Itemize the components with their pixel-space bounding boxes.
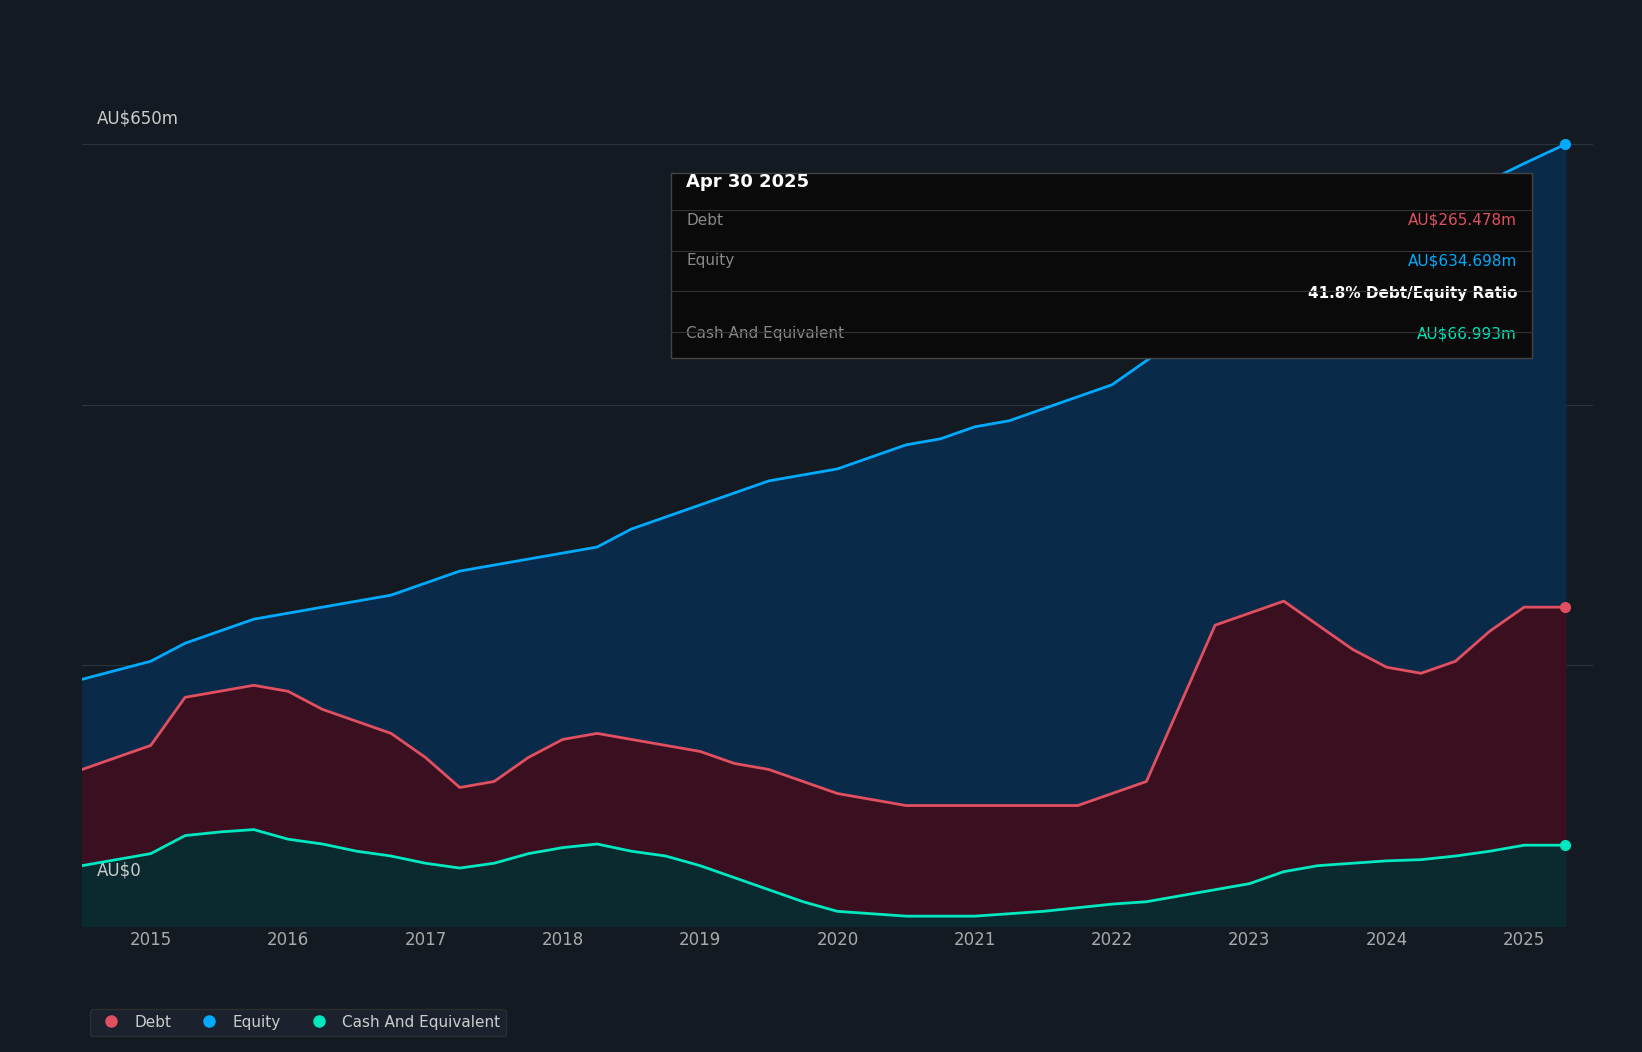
Text: Equity: Equity [686,254,734,268]
Text: 41.8% Debt/Equity Ratio: 41.8% Debt/Equity Ratio [1307,286,1517,301]
Text: AU$650m: AU$650m [97,109,179,127]
Legend: Debt, Equity, Cash And Equivalent: Debt, Equity, Cash And Equivalent [90,1009,506,1036]
Text: AU$66.993m: AU$66.993m [1417,326,1517,341]
Text: AU$634.698m: AU$634.698m [1407,254,1517,268]
Text: AU$0: AU$0 [97,862,141,879]
FancyBboxPatch shape [672,173,1532,358]
Text: Debt: Debt [686,213,724,228]
Text: Apr 30 2025: Apr 30 2025 [686,173,810,190]
Text: AU$265.478m: AU$265.478m [1409,213,1517,228]
Text: Cash And Equivalent: Cash And Equivalent [686,326,844,341]
